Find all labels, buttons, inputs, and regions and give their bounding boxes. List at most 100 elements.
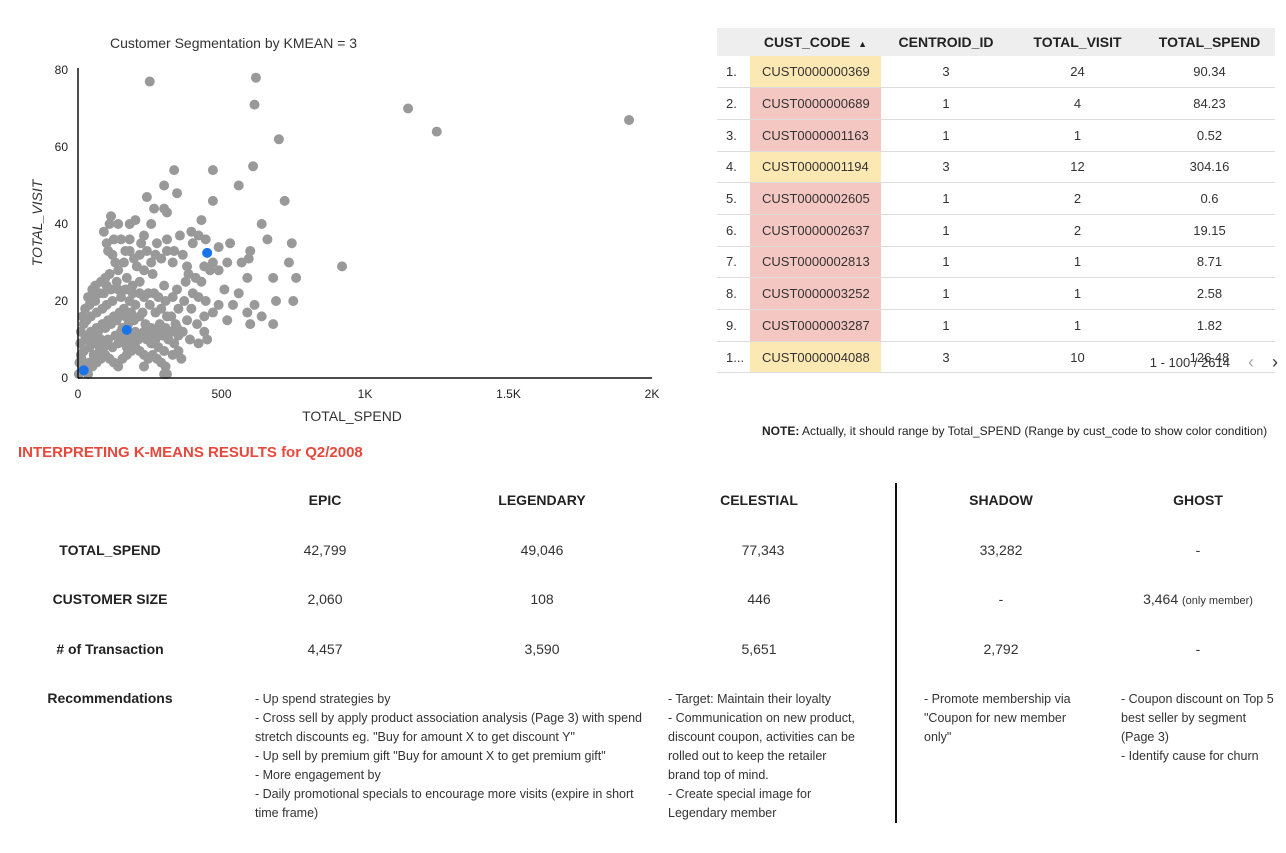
cell-size-shadow: -: [998, 591, 1004, 607]
segment-header-ghost: GHOST: [1173, 492, 1223, 508]
y-axis-title: TOTAL_VISIT: [29, 178, 45, 266]
header-cust-code[interactable]: CUST_CODE ▲: [750, 28, 881, 56]
cust-code-cell: CUST0000001163: [750, 119, 881, 152]
y-tick-label: 0: [61, 371, 68, 385]
data-point: [134, 276, 145, 287]
centroid-point: [78, 365, 89, 376]
data-point: [192, 319, 203, 330]
note-text: Actually, it should range by Total_SPEND…: [802, 424, 1268, 438]
data-point: [124, 296, 135, 306]
data-point: [176, 353, 187, 364]
data-point: [172, 188, 183, 199]
segment-header-epic: EPIC: [308, 492, 342, 508]
x-tick-label: 2K: [645, 387, 660, 401]
x-tick-label: 500: [211, 387, 231, 401]
data-point: [107, 249, 118, 260]
data-point: [78, 319, 89, 330]
y-tick-label: 40: [55, 217, 69, 231]
data-point: [84, 357, 95, 368]
next-page-icon[interactable]: ›: [1272, 352, 1278, 372]
data-point: [207, 195, 218, 206]
cell-size-ghost-value: 3,464: [1143, 591, 1179, 607]
total-spend-cell: 0.6: [1144, 182, 1275, 215]
data-point: [431, 126, 442, 137]
data-point: [207, 165, 218, 176]
data-point: [113, 361, 124, 372]
data-point: [80, 330, 91, 341]
data-point: [256, 219, 267, 229]
data-point: [288, 296, 299, 306]
row-label-recommendations: Recommendations: [47, 690, 173, 706]
chart-title: Customer Segmentation by KMEAN = 3: [110, 35, 358, 51]
cell-trans-legendary: 3,590: [524, 641, 560, 657]
table-row[interactable]: 3. CUST0000001163 1 1 0.52: [717, 119, 1275, 152]
header-index: [717, 28, 750, 56]
data-point: [80, 303, 91, 314]
header-total-spend[interactable]: TOTAL_SPEND: [1144, 28, 1275, 56]
y-tick-label: 60: [55, 140, 69, 154]
data-point: [137, 307, 148, 318]
centroid-id-cell: 1: [881, 119, 1011, 152]
centroid-id-cell: 3: [881, 56, 1011, 89]
data-point: [172, 284, 183, 295]
table-row[interactable]: 1. CUST0000000369 3 24 90.34: [717, 56, 1275, 89]
data-point: [199, 311, 210, 322]
data-point: [200, 234, 211, 245]
customer-table: CUST_CODE ▲ CENTROID_ID TOTAL_VISIT TOTA…: [717, 28, 1275, 374]
data-point: [134, 288, 145, 299]
y-tick-label: 80: [55, 63, 69, 77]
row-index: 7.: [717, 246, 750, 279]
segment-header-legendary: LEGENDARY: [498, 492, 586, 508]
table-row[interactable]: 5. CUST0000002605 1 2 0.6: [717, 182, 1275, 215]
total-spend-cell: 1.82: [1144, 309, 1275, 342]
table-row[interactable]: 9. CUST0000003287 1 1 1.82: [717, 309, 1275, 342]
data-point: [131, 261, 142, 272]
data-point: [222, 257, 233, 268]
recommendation-epic-legendary: - Up spend strategies by - Cross sell by…: [255, 692, 642, 820]
data-point: [167, 257, 178, 268]
x-tick-label: 0: [75, 387, 82, 401]
cell-spend-ghost: -: [1195, 542, 1201, 558]
data-point: [139, 361, 150, 372]
axes-layer: 0 500 1K 1.5K 2K 0 20 40 60 80: [55, 63, 660, 401]
segment-header-shadow: SHADOW: [969, 492, 1033, 508]
data-point: [136, 238, 147, 249]
data-point: [207, 307, 218, 318]
row-index: 1.: [717, 56, 750, 89]
header-total-visit[interactable]: TOTAL_VISIT: [1011, 28, 1144, 56]
data-point: [268, 272, 279, 283]
total-visit-cell: 1: [1011, 309, 1144, 342]
data-point: [177, 326, 188, 337]
header-centroid-id[interactable]: CENTROID_ID: [881, 28, 1011, 56]
cust-code-cell: CUST0000002605: [750, 182, 881, 215]
table-row[interactable]: 8. CUST0000003252 1 1 2.58: [717, 277, 1275, 310]
table-row[interactable]: 1... CUST0000004088 3 10 126.48: [717, 341, 1275, 374]
centroid-id-cell: 1: [881, 182, 1011, 215]
data-point: [147, 269, 158, 280]
table-row[interactable]: 4. CUST0000001194 3 12 304.16: [717, 151, 1275, 184]
table-row[interactable]: 6. CUST0000002637 1 2 19.15: [717, 214, 1275, 247]
data-point: [182, 261, 193, 272]
cell-trans-epic: 4,457: [307, 641, 343, 657]
data-point: [149, 203, 160, 214]
data-point: [113, 284, 124, 295]
data-point: [268, 319, 279, 330]
row-label-total-spend: TOTAL_SPEND: [59, 542, 161, 558]
data-point: [337, 261, 348, 272]
segment-header-celestial: CELESTIAL: [720, 492, 798, 508]
total-spend-cell: 2.58: [1144, 277, 1275, 310]
data-point: [159, 180, 170, 191]
data-point: [111, 276, 122, 287]
centroid-id-cell: 1: [881, 214, 1011, 247]
data-point: [77, 311, 88, 322]
data-point: [249, 99, 260, 110]
table-row[interactable]: 2. CUST0000000689 1 4 84.23: [717, 87, 1275, 120]
data-point: [166, 311, 177, 322]
data-point: [207, 257, 218, 268]
previous-page-icon[interactable]: ‹: [1248, 352, 1254, 372]
data-point: [139, 230, 150, 241]
data-point: [180, 276, 191, 287]
total-visit-cell: 1: [1011, 277, 1144, 310]
table-row[interactable]: 7. CUST0000002813 1 1 8.71: [717, 246, 1275, 279]
row-index: 1...: [717, 341, 750, 374]
